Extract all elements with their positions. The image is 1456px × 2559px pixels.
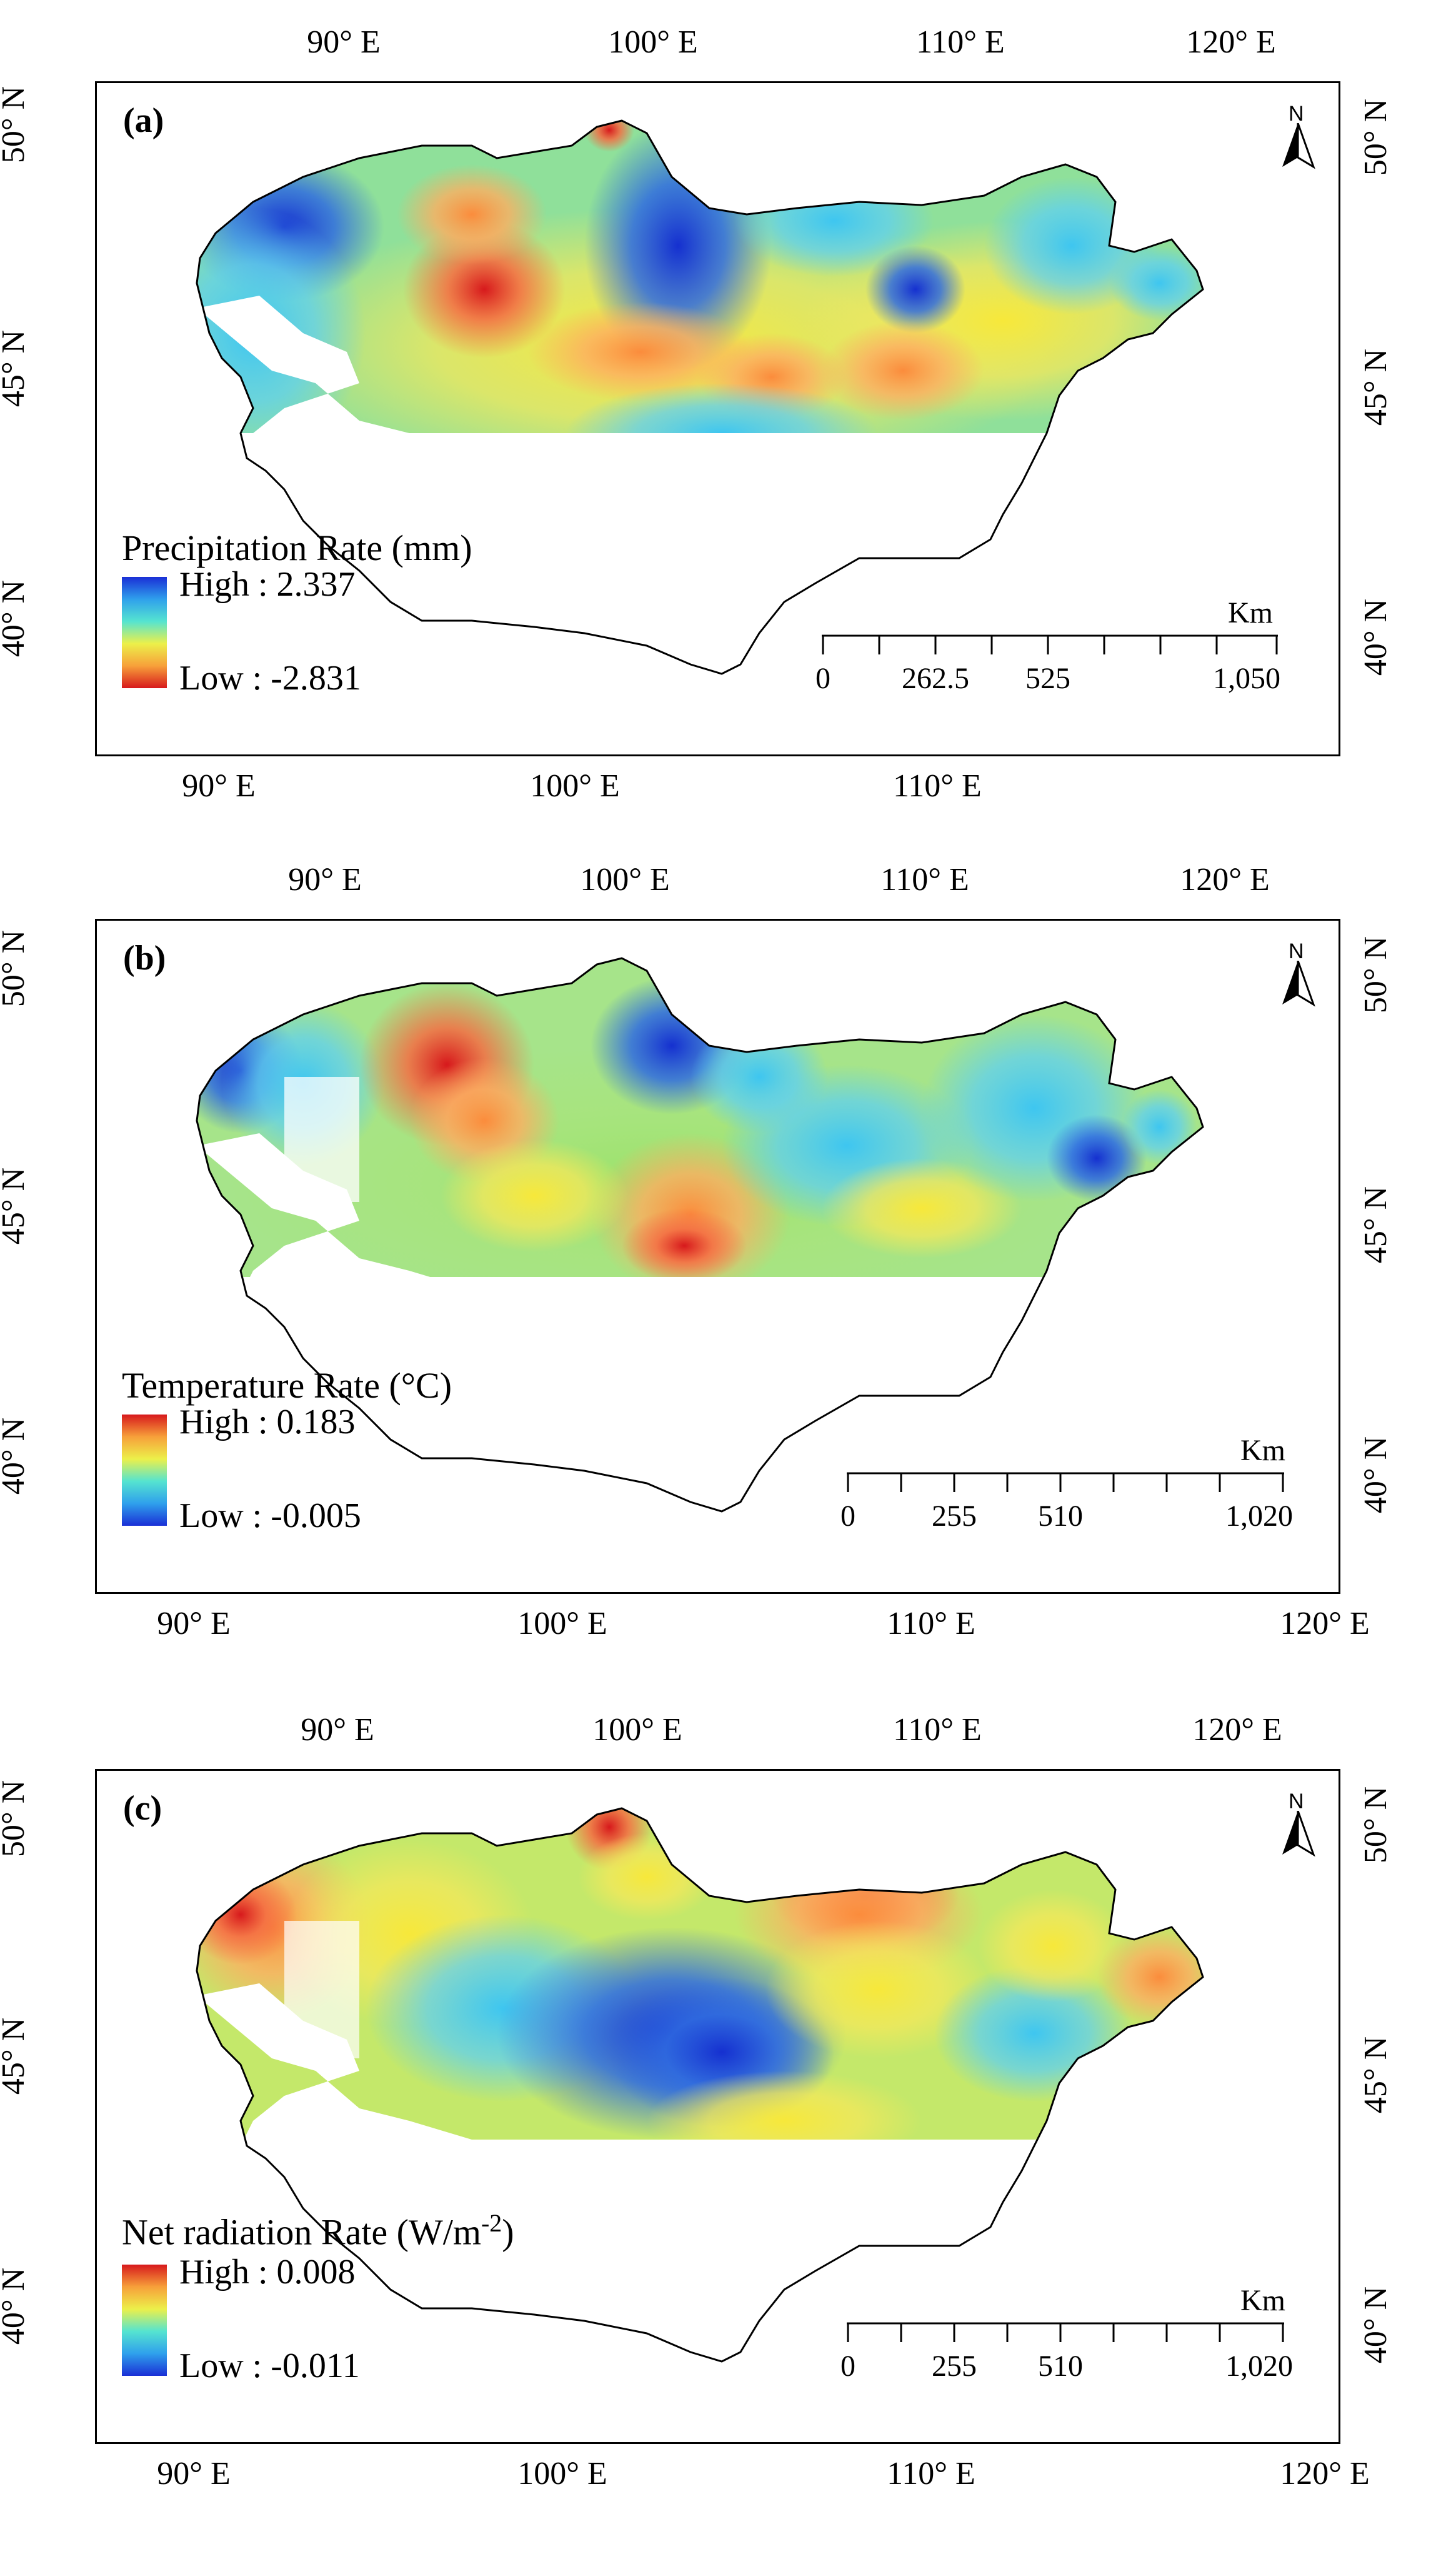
top-tick: 120° E xyxy=(1192,1712,1282,1748)
bottom-tick: 90° E xyxy=(157,2456,231,2491)
legend-color-bar xyxy=(122,2265,167,2376)
map-panel-c: 90° E 100° E 110° E 120° E 50° N 45° N 4… xyxy=(0,1688,1456,2513)
legend-high: High : 0.183 xyxy=(179,1403,356,1441)
right-tick: 50° N xyxy=(1358,1786,1394,1864)
top-tick: 110° E xyxy=(893,1712,982,1748)
right-tick: 40° N xyxy=(1358,1436,1394,1514)
panel-label: (a) xyxy=(123,101,164,140)
left-tick: 45° N xyxy=(0,330,32,408)
bottom-tick: 110° E xyxy=(893,768,982,804)
top-tick: 90° E xyxy=(307,24,381,60)
scale-label: 1,050 xyxy=(1213,662,1280,695)
legend-high: High : 2.337 xyxy=(179,565,356,604)
top-tick: 100° E xyxy=(592,1712,682,1748)
top-tick: 90° E xyxy=(288,862,362,898)
panel-label: (b) xyxy=(123,939,166,978)
north-arrow-icon xyxy=(1282,961,1315,1007)
right-tick: 50° N xyxy=(1358,98,1394,176)
scale-label: 0 xyxy=(815,662,830,695)
top-tick: 110° E xyxy=(880,862,969,898)
net-radiation-raster xyxy=(196,1807,1204,2363)
legend-color-bar xyxy=(122,1415,167,1526)
scale-label: 1,020 xyxy=(1225,1500,1293,1533)
left-tick: 50° N xyxy=(0,86,32,164)
top-tick: 120° E xyxy=(1180,862,1270,898)
legend-low: Low : -2.831 xyxy=(179,659,361,698)
left-tick: 50° N xyxy=(0,930,32,1008)
top-tick: 100° E xyxy=(608,24,698,60)
map-frame: (a) N Precipitation Rate (mm) High : 2.3… xyxy=(95,81,1340,756)
right-tick: 50° N xyxy=(1358,936,1394,1014)
north-arrow: N xyxy=(1276,939,1320,1014)
left-tick: 50° N xyxy=(0,1780,32,1858)
legend-title: Temperature Rate (°C) xyxy=(122,1365,452,1406)
scale-unit: Km xyxy=(1240,1434,1285,1467)
legend-high: High : 0.008 xyxy=(179,2253,356,2291)
right-tick: 40° N xyxy=(1358,598,1394,676)
scale-ticks xyxy=(847,2322,1284,2342)
legend-title: Net radiation Rate (W/m-2) xyxy=(122,2208,514,2253)
precipitation-raster xyxy=(196,119,1204,675)
scale-bar: Km 0 255 510 1,020 xyxy=(840,2284,1309,2408)
left-tick: 40° N xyxy=(0,1418,32,1495)
north-label: N xyxy=(1289,102,1304,126)
scale-label: 262.5 xyxy=(902,662,969,695)
bottom-tick: 120° E xyxy=(1280,1606,1370,1641)
bottom-tick: 120° E xyxy=(1280,2456,1370,2491)
scale-bar: Km 0 255 510 1,020 xyxy=(840,1434,1309,1558)
scale-label: 255 xyxy=(932,1500,977,1533)
legend-low: Low : -0.005 xyxy=(179,1496,361,1535)
scale-unit: Km xyxy=(1240,2284,1285,2317)
bottom-tick: 110° E xyxy=(887,2456,975,2491)
left-tick: 40° N xyxy=(0,580,32,658)
right-tick: 45° N xyxy=(1358,348,1394,426)
scale-label: 1,020 xyxy=(1225,2350,1293,2383)
scale-ticks xyxy=(822,634,1278,654)
scale-label: 0 xyxy=(840,2350,855,2383)
top-tick: 90° E xyxy=(301,1712,374,1748)
bottom-tick: 90° E xyxy=(182,768,256,804)
north-arrow: N xyxy=(1276,102,1320,177)
north-label: N xyxy=(1289,1790,1304,1813)
bottom-tick: 110° E xyxy=(887,1606,975,1641)
scale-label: 0 xyxy=(840,1500,855,1533)
left-tick: 45° N xyxy=(0,2018,32,2095)
map-panel-b: 90° E 100° E 110° E 120° E 50° N 45° N 4… xyxy=(0,838,1456,1663)
map-frame: (c) N Net radiation Rate (W/m-2) High : … xyxy=(95,1769,1340,2444)
legend-color-bar xyxy=(122,577,167,688)
legend-low: Low : -0.011 xyxy=(179,2346,360,2385)
scale-label: 510 xyxy=(1038,1500,1083,1533)
panel-label: (c) xyxy=(123,1789,162,1828)
north-label: N xyxy=(1289,939,1304,963)
bottom-tick: 100° E xyxy=(517,2456,607,2491)
right-tick: 45° N xyxy=(1358,2036,1394,2114)
map-frame: (b) N Temperature Rate (°C) High : 0.183… xyxy=(95,919,1340,1594)
north-arrow-icon xyxy=(1282,123,1315,169)
scale-unit: Km xyxy=(1228,596,1273,629)
top-tick: 120° E xyxy=(1186,24,1276,60)
right-tick: 45° N xyxy=(1358,1186,1394,1264)
scale-ticks xyxy=(847,1472,1284,1492)
temperature-raster xyxy=(196,957,1204,1513)
legend-title: Precipitation Rate (mm) xyxy=(122,528,472,568)
right-tick: 40° N xyxy=(1358,2286,1394,2364)
bottom-tick: 100° E xyxy=(530,768,620,804)
north-arrow-icon xyxy=(1282,1811,1315,1857)
scale-label: 525 xyxy=(1025,662,1070,695)
top-tick: 100° E xyxy=(580,862,670,898)
north-arrow: N xyxy=(1276,1790,1320,1865)
bottom-tick: 90° E xyxy=(157,1606,231,1641)
bottom-tick: 100° E xyxy=(517,1606,607,1641)
top-tick: 110° E xyxy=(916,24,1005,60)
left-tick: 45° N xyxy=(0,1168,32,1245)
legend-title-main: Net radiation Rate (W/m xyxy=(122,2211,481,2253)
scale-label: 510 xyxy=(1038,2350,1083,2383)
left-tick: 40° N xyxy=(0,2268,32,2345)
legend-title-sup: -2 xyxy=(481,2209,502,2237)
legend-title-end: ) xyxy=(502,2211,514,2253)
scale-bar: Km 0 262.5 525 1,050 xyxy=(815,596,1284,721)
map-panel-a: 90° E 100° E 110° E 120° E 50° N 45° N 4… xyxy=(0,0,1456,825)
scale-label: 255 xyxy=(932,2350,977,2383)
